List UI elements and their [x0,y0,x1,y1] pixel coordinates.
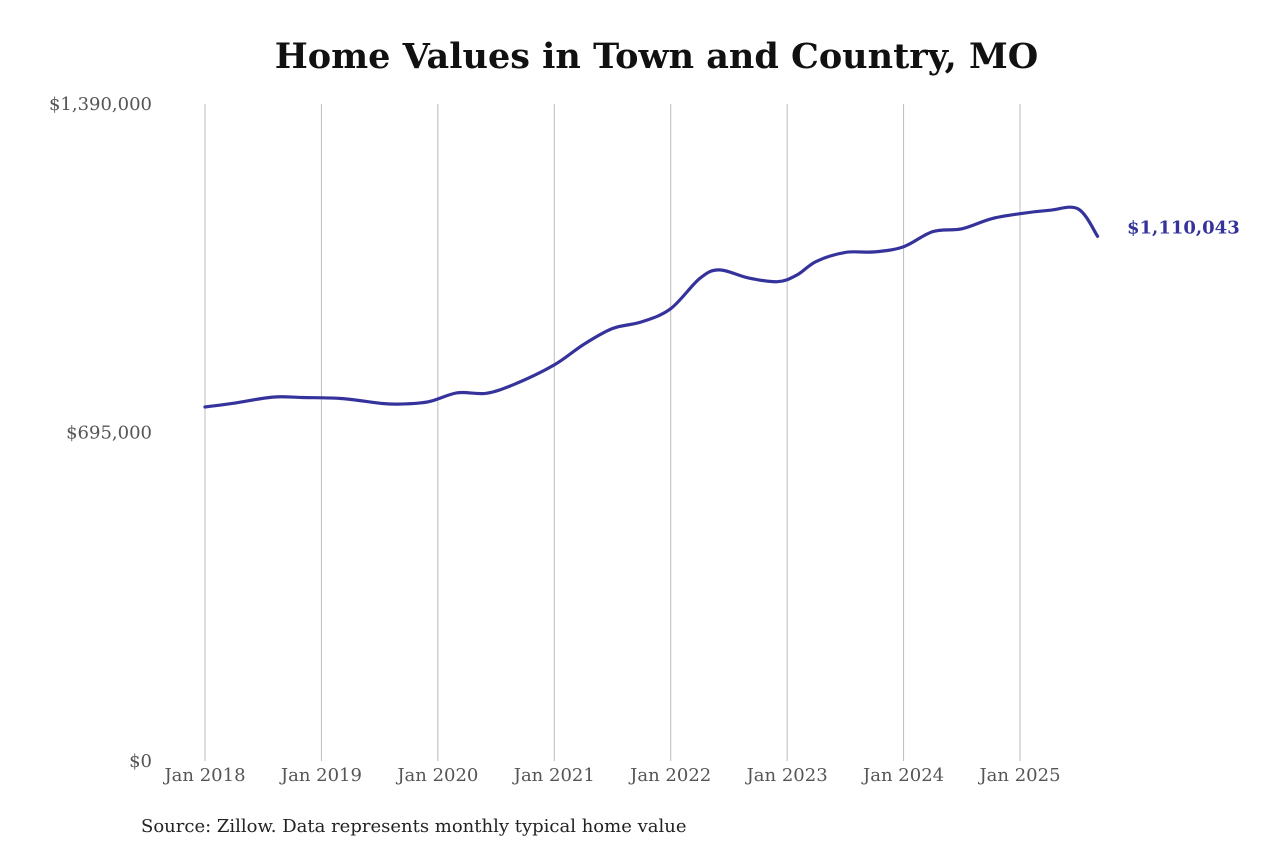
y-axis-labels: $0 $695,000 $1,390,000 [49,94,152,772]
y-tick-label: $1,390,000 [49,94,152,115]
x-tick-label: Jan 2023 [745,765,828,786]
end-value-label: $1,110,043 [1127,217,1240,238]
x-tick-label: Jan 2020 [395,765,478,786]
series-layer [203,205,1100,409]
series-line [203,205,1100,409]
end-label-layer: $1,110,043 [1127,217,1240,238]
x-axis-labels: Jan 2018 Jan 2019 Jan 2020 Jan 2021 Jan 2022… [162,765,1060,786]
x-tick-label: Jan 2019 [279,765,362,786]
source-note: Source: Zillow. Data represents monthly … [141,816,687,837]
x-tick-label: Jan 2025 [977,765,1060,786]
x-tick-label: Jan 2024 [861,765,944,786]
chart-title: Home Values in Town and Country, MO [274,36,1039,77]
y-tick-label: $0 [129,751,152,772]
x-tick-label: Jan 2018 [162,765,245,786]
x-tick-label: Jan 2022 [628,765,711,786]
y-tick-label: $695,000 [66,423,152,444]
gridlines [204,104,1021,761]
x-tick-label: Jan 2021 [512,765,595,786]
